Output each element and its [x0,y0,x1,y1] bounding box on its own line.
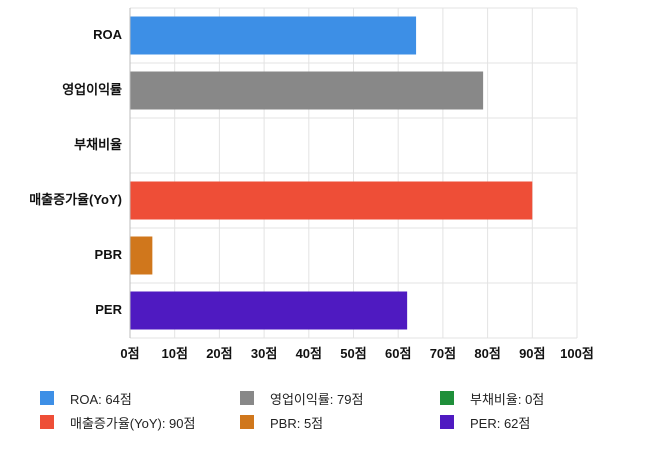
x-tick-label: 90점 [519,346,545,361]
x-tick-label: 70점 [430,346,456,361]
category-label: PER [95,302,122,317]
legend-item-pbr[interactable]: PBR: 5점 [240,414,440,431]
x-tick-label: 60점 [385,346,411,361]
legend-item-roa[interactable]: ROA: 64점 [40,390,240,407]
legend-label: 영업이익률: 79점 [270,391,364,407]
x-tick-label: 0점 [120,346,139,361]
bar [130,71,484,110]
legend-item-operating-margin[interactable]: 영업이익률: 79점 [240,390,440,407]
legend-item-revenue-growth[interactable]: 매출증가율(YoY): 90점 [40,414,240,431]
legend-swatch [240,415,254,429]
legend-label: PER: 62점 [470,415,531,431]
legend-item-debt-ratio[interactable]: 부채비율: 0점 [440,390,640,407]
legend-swatch [40,391,54,405]
legend-label: ROA: 64점 [70,391,132,407]
bar [130,236,153,275]
legend-swatch [440,415,454,429]
category-label: 부채비율 [74,137,122,152]
x-tick-label: 40점 [296,346,322,361]
bar [130,291,408,330]
category-label: PBR [95,247,123,262]
x-tick-label: 30점 [251,346,277,361]
x-tick-label: 100점 [560,346,594,361]
legend-label: 부채비율: 0점 [470,391,545,407]
legend-item-per[interactable]: PER: 62점 [440,414,640,431]
category-label: 영업이익률 [62,82,122,97]
bar [130,16,417,55]
legend: ROA: 64점 영업이익률: 79점 부채비율: 0점 매출증가율(YoY):… [40,390,640,431]
bar [130,181,533,220]
x-tick-label: 80점 [474,346,500,361]
category-label: 매출증가율(YoY) [29,192,122,207]
legend-label: 매출증가율(YoY): 90점 [70,415,196,431]
legend-swatch [40,415,54,429]
x-tick-label: 50점 [340,346,366,361]
x-tick-label: 10점 [161,346,187,361]
legend-label: PBR: 5점 [270,415,324,431]
category-label: ROA [93,27,123,42]
legend-swatch [240,391,254,405]
legend-swatch [440,391,454,405]
x-tick-label: 20점 [206,346,232,361]
